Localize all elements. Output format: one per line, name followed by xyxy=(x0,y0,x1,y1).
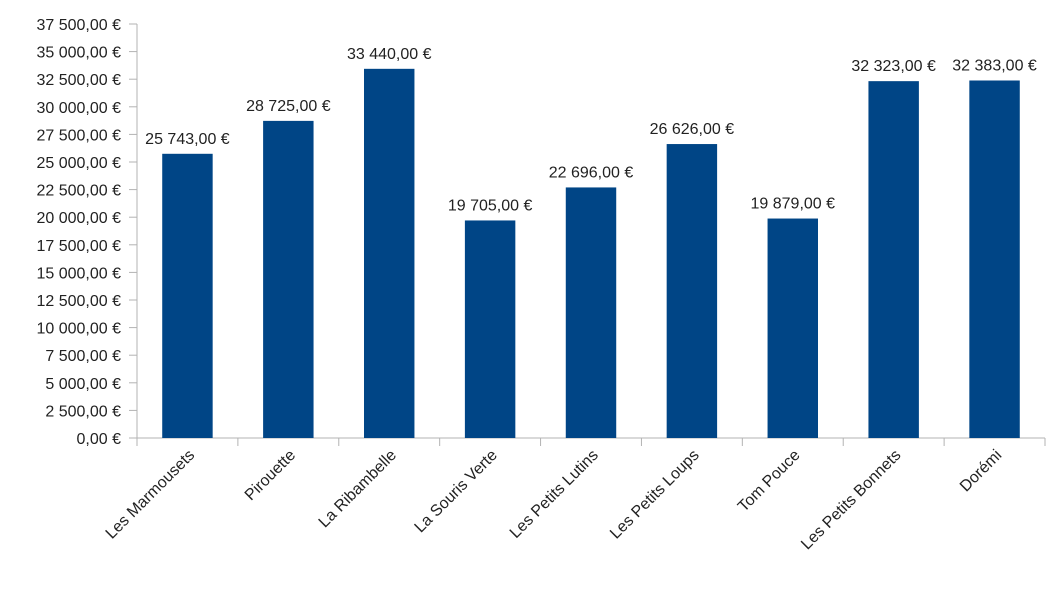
y-tick-label: 37 500,00 € xyxy=(36,17,121,34)
y-tick-label: 22 500,00 € xyxy=(36,183,121,200)
value-label: 22 696,00 € xyxy=(549,164,634,181)
y-tick-label: 32 500,00 € xyxy=(36,72,121,89)
y-tick-label: 20 000,00 € xyxy=(36,210,121,227)
value-label: 28 725,00 € xyxy=(246,98,331,115)
bar xyxy=(162,153,213,438)
x-tick-label: Pirouette xyxy=(242,447,299,504)
value-label: 19 705,00 € xyxy=(448,197,533,214)
value-label: 19 879,00 € xyxy=(751,196,836,213)
y-tick-label: 12 500,00 € xyxy=(36,293,121,310)
y-tick-label: 15 000,00 € xyxy=(36,265,121,282)
y-tick-label: 7 500,00 € xyxy=(45,348,121,365)
value-label: 33 440,00 € xyxy=(347,46,432,63)
x-tick-label: Les Marmousets xyxy=(103,447,199,543)
value-label: 25 743,00 € xyxy=(145,131,230,148)
y-tick-label: 25 000,00 € xyxy=(36,155,121,172)
y-tick-label: 27 500,00 € xyxy=(36,127,121,144)
x-tick-label: La Souris Verte xyxy=(412,447,501,536)
bar xyxy=(868,81,919,438)
bar xyxy=(666,144,718,439)
x-tick-label: La Ribambelle xyxy=(316,447,400,531)
x-tick-label: Les Petits Loups xyxy=(607,447,703,543)
value-label: 32 323,00 € xyxy=(851,58,936,75)
value-label: 32 383,00 € xyxy=(952,57,1037,74)
bar xyxy=(969,80,1020,439)
y-tick-label: 5 000,00 € xyxy=(45,376,121,393)
bar xyxy=(565,187,617,438)
bar xyxy=(364,68,415,439)
y-tick-label: 30 000,00 € xyxy=(36,100,121,117)
y-tick-label: 2 500,00 € xyxy=(45,403,121,420)
bar xyxy=(464,220,516,438)
x-tick-label: Les Petits Bonnets xyxy=(798,447,904,553)
value-label: 26 626,00 € xyxy=(650,121,735,138)
x-tick-label: Les Petits Lutins xyxy=(507,447,602,542)
y-tick-label: 10 000,00 € xyxy=(36,321,121,338)
y-tick-label: 0,00 € xyxy=(77,431,122,448)
x-tick-label: Tom Pouce xyxy=(735,447,804,516)
bar xyxy=(767,218,818,438)
bar xyxy=(263,120,314,438)
y-tick-label: 35 000,00 € xyxy=(36,45,121,62)
x-tick-label: Dorémi xyxy=(957,447,1005,495)
y-tick-label: 17 500,00 € xyxy=(36,238,121,255)
